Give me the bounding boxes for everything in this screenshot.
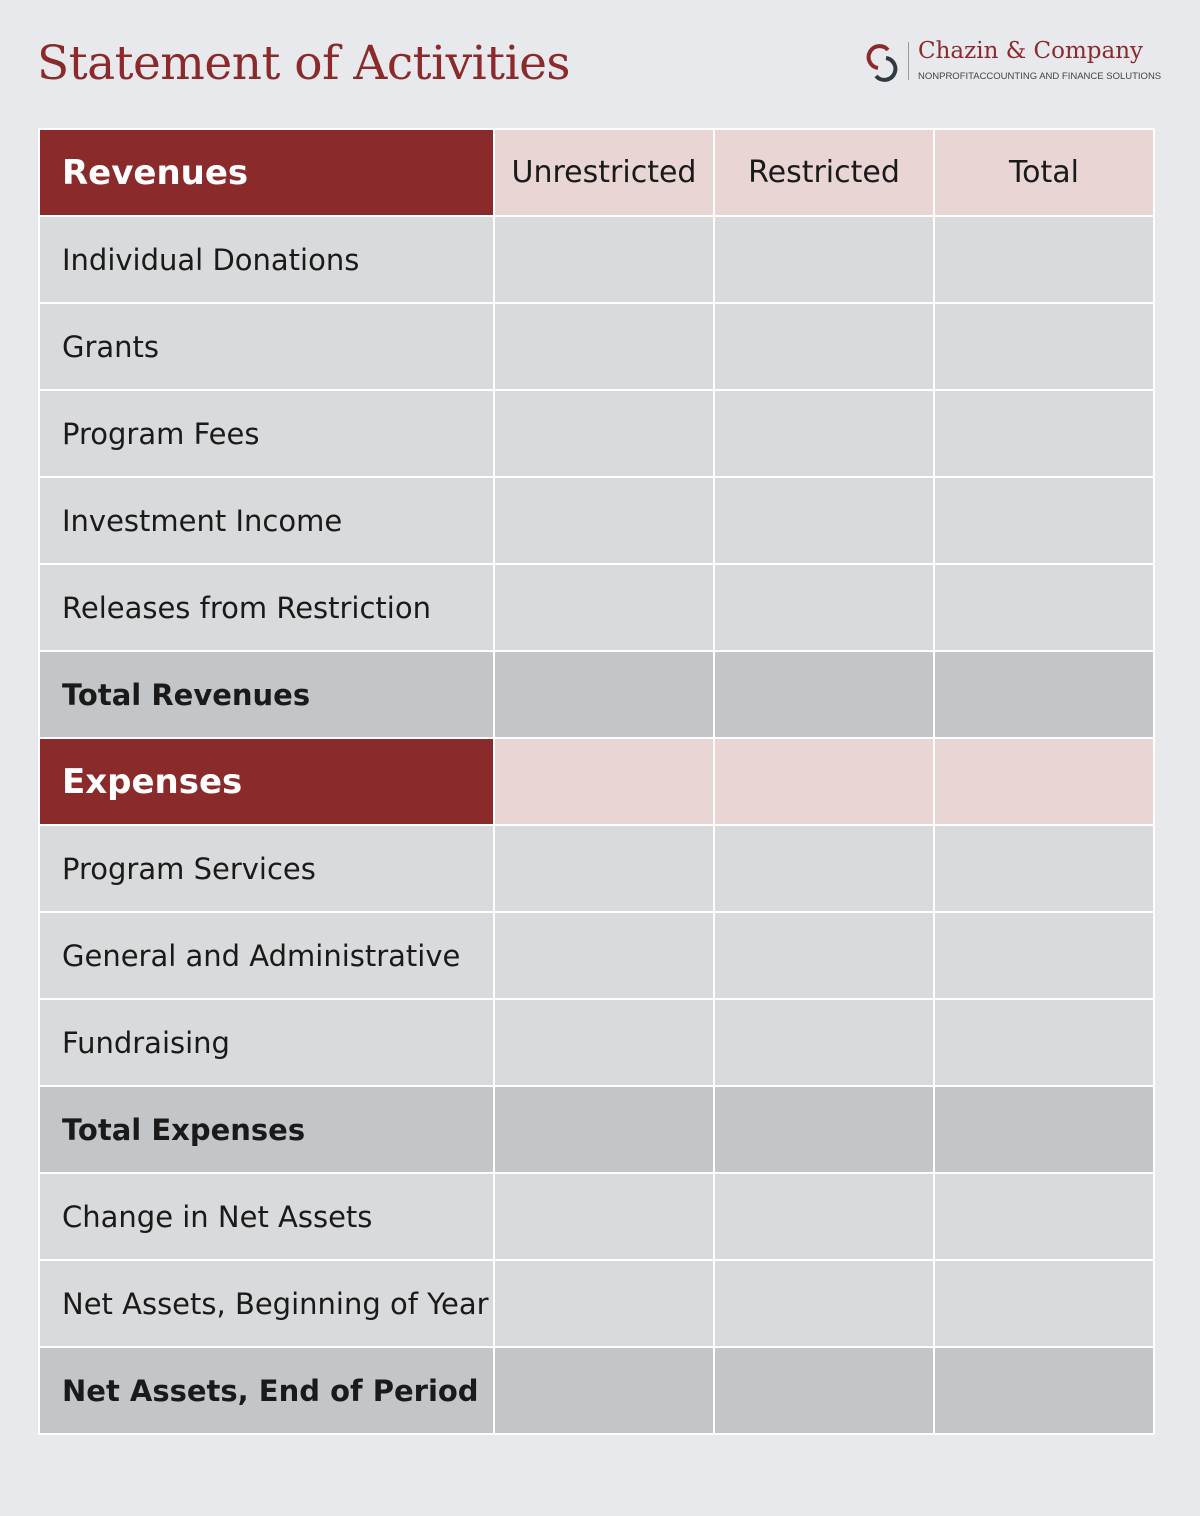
cell	[933, 1259, 1155, 1348]
row-label: Individual Donations	[38, 215, 495, 304]
logo-name: Chazin & Company	[918, 38, 1144, 64]
cell	[713, 389, 935, 478]
expenses-header-row: Expenses	[38, 737, 1155, 826]
cell	[493, 389, 715, 478]
cell	[713, 1346, 935, 1435]
table-row: General and Administrative	[38, 911, 1155, 1000]
cell	[933, 215, 1155, 304]
revenues-header: Revenues	[38, 128, 495, 217]
cell	[493, 650, 715, 739]
cell	[933, 911, 1155, 1000]
column-header-restricted: Restricted	[713, 128, 935, 217]
row-label: Grants	[38, 302, 495, 391]
cell	[713, 302, 935, 391]
cell	[933, 1346, 1155, 1435]
cell	[493, 998, 715, 1087]
cell	[493, 563, 715, 652]
table-row: Investment Income	[38, 476, 1155, 565]
cell	[933, 563, 1155, 652]
row-label: Net Assets, End of Period	[38, 1346, 495, 1435]
table-row: Individual Donations	[38, 215, 1155, 304]
cell	[713, 476, 935, 565]
cell	[493, 911, 715, 1000]
cell	[713, 911, 935, 1000]
row-label: Total Revenues	[38, 650, 495, 739]
row-label: Total Expenses	[38, 1085, 495, 1174]
column-header-total: Total	[933, 128, 1155, 217]
expenses-header: Expenses	[38, 737, 495, 826]
table-row: Net Assets, Beginning of Year	[38, 1259, 1155, 1348]
cell	[933, 737, 1155, 826]
cell	[713, 650, 935, 739]
cell	[933, 389, 1155, 478]
cell	[493, 1085, 715, 1174]
column-header-unrestricted: Unrestricted	[493, 128, 715, 217]
cell	[493, 476, 715, 565]
row-label: Net Assets, Beginning of Year	[38, 1259, 495, 1348]
row-label: General and Administrative	[38, 911, 495, 1000]
row-label: Program Services	[38, 824, 495, 913]
total-revenues-row: Total Revenues	[38, 650, 1155, 739]
cell	[713, 737, 935, 826]
table-row: Program Fees	[38, 389, 1155, 478]
logo-tagline: NONPROFITACCOUNTING AND FINANCE SOLUTION…	[918, 71, 1162, 82]
table-row: Change in Net Assets	[38, 1172, 1155, 1261]
cell	[933, 1172, 1155, 1261]
cell	[713, 1259, 935, 1348]
statement-table: Revenues Unrestricted Restricted Total I…	[38, 128, 1155, 1435]
table-row: Program Services	[38, 824, 1155, 913]
company-logo: Chazin & Company NONPROFITACCOUNTING AND…	[864, 38, 1164, 88]
logo-divider	[908, 42, 909, 80]
cell	[933, 476, 1155, 565]
interlocked-c-logo-icon	[866, 44, 898, 82]
cell	[713, 563, 935, 652]
cell	[713, 1085, 935, 1174]
table-row: Fundraising	[38, 998, 1155, 1087]
cell	[493, 1346, 715, 1435]
revenues-header-row: Revenues Unrestricted Restricted Total	[38, 128, 1155, 217]
table-row: Grants	[38, 302, 1155, 391]
cell	[933, 1085, 1155, 1174]
page-title: Statement of Activities	[37, 36, 571, 91]
cell	[493, 215, 715, 304]
cell	[493, 737, 715, 826]
row-label: Change in Net Assets	[38, 1172, 495, 1261]
cell	[933, 824, 1155, 913]
total-expenses-row: Total Expenses	[38, 1085, 1155, 1174]
row-label: Investment Income	[38, 476, 495, 565]
cell	[933, 998, 1155, 1087]
cell	[933, 650, 1155, 739]
cell	[713, 824, 935, 913]
cell	[713, 1172, 935, 1261]
cell	[493, 824, 715, 913]
row-label: Fundraising	[38, 998, 495, 1087]
cell	[493, 1172, 715, 1261]
cell	[713, 215, 935, 304]
row-label: Program Fees	[38, 389, 495, 478]
table-row: Releases from Restriction	[38, 563, 1155, 652]
cell	[493, 1259, 715, 1348]
cell	[713, 998, 935, 1087]
row-label: Releases from Restriction	[38, 563, 495, 652]
net-assets-end-row: Net Assets, End of Period	[38, 1346, 1155, 1435]
cell	[493, 302, 715, 391]
cell	[933, 302, 1155, 391]
